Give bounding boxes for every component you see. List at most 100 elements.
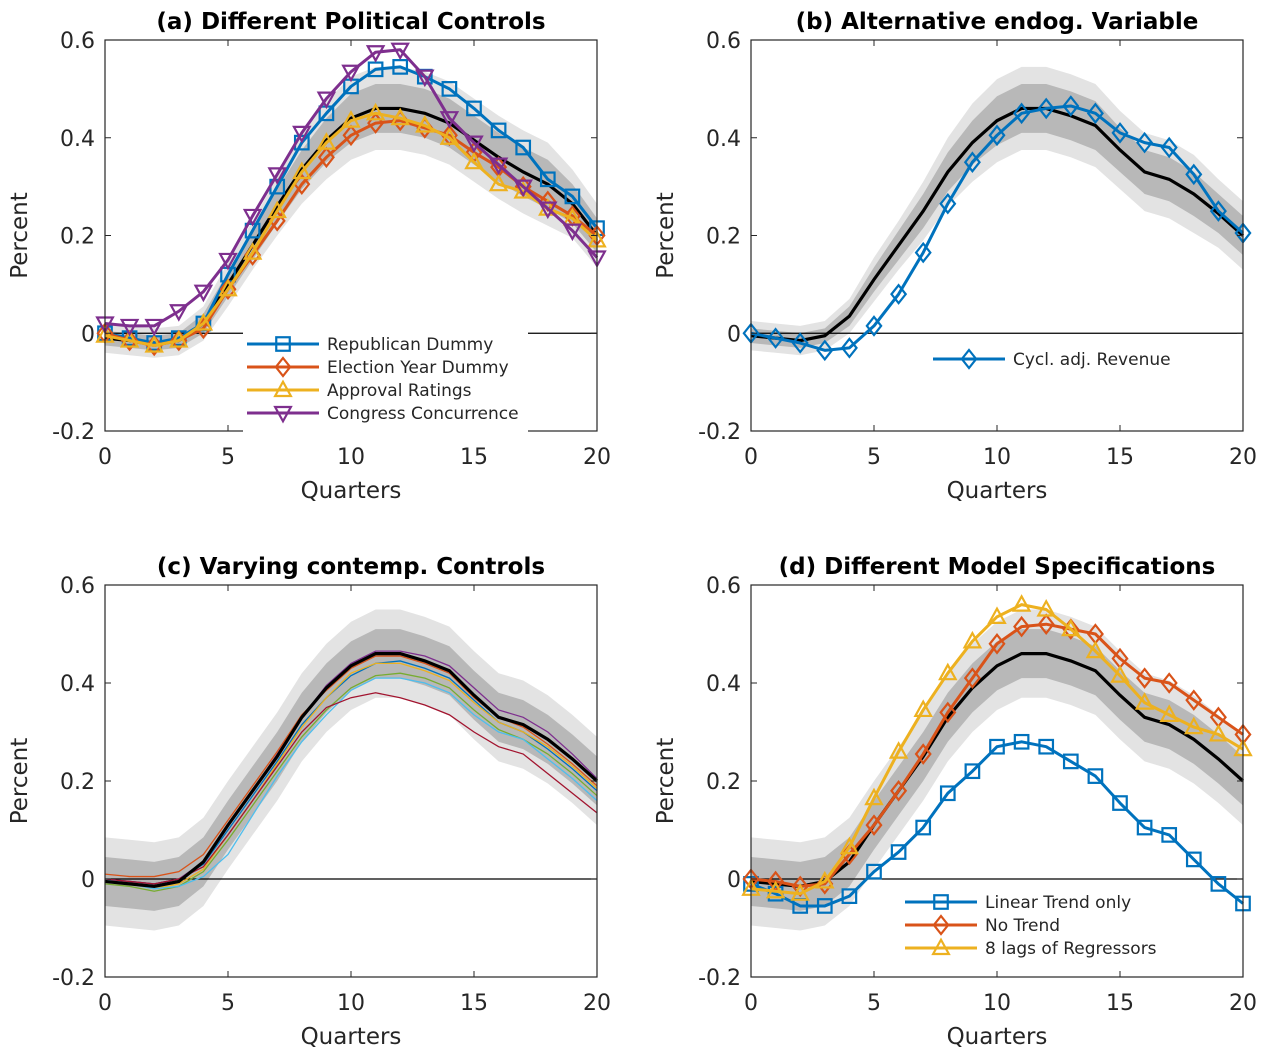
cycl-adj-revenue-marker xyxy=(865,315,883,337)
x-tick-label: 15 xyxy=(460,445,488,470)
8-lags-of-regressors-marker xyxy=(1011,594,1032,612)
8-lags-of-regressors-marker xyxy=(1036,598,1056,617)
8-lags-of-regressors-marker xyxy=(962,630,983,649)
linear-trend-only-marker xyxy=(1136,819,1153,836)
frame-layer xyxy=(750,39,1244,432)
labels-layer: 0 5 10 15 20-0.200.20.40.6QuartersPercent(c)… xyxy=(7,554,611,1050)
no-trend-marker xyxy=(865,814,883,836)
chart-panel-2: 0 5 10 15 20-0.200.20.40.6QuartersPercent(b)… xyxy=(653,9,1257,504)
linear-trend-only-marker xyxy=(1038,738,1055,755)
linear-trend-only-marker xyxy=(989,738,1005,755)
linear-trend-only-marker xyxy=(1210,876,1227,892)
election-year-dummy-marker xyxy=(145,334,163,357)
cycl-adj-revenue-marker xyxy=(767,327,785,349)
no-trend-line xyxy=(750,622,1244,888)
cycl-adj-revenue-marker xyxy=(840,337,858,359)
labels-layer: 0 5 10 15 20-0.200.20.40.6QuartersPercent(a)… xyxy=(7,9,611,504)
congress-concurrence-marker xyxy=(439,111,460,129)
legend-label: Congress Concurrence xyxy=(327,404,519,424)
legend-label: Approval Ratings xyxy=(327,381,472,401)
approval-ratings-marker xyxy=(218,278,238,297)
legend-cycl-adj-revenue-marker xyxy=(960,348,978,370)
no-trend-marker xyxy=(1185,689,1203,711)
approval-ratings-marker xyxy=(119,330,140,348)
cycl-adj-revenue-marker xyxy=(988,124,1006,147)
x-tick-label: 0 xyxy=(98,991,112,1016)
congress-concurrence-marker xyxy=(513,179,533,198)
legend-election-year-dummy-marker xyxy=(274,356,292,378)
approval-ratings-marker xyxy=(341,110,361,128)
congress-concurrence-marker xyxy=(119,318,140,337)
y-tick-label: 0.6 xyxy=(60,29,95,54)
frame-layer xyxy=(750,584,1244,978)
cycl-adj-revenue-marker xyxy=(939,192,957,215)
linear-trend-only-marker xyxy=(1161,827,1178,843)
baseline-line xyxy=(104,651,599,888)
x-tick-label: 20 xyxy=(583,991,611,1016)
republican-dummy-marker xyxy=(441,81,458,97)
election-year-dummy-marker xyxy=(219,278,237,301)
cycl-adj-revenue-marker xyxy=(1185,163,1203,186)
y-axis-label: Percent xyxy=(7,738,33,825)
x-tick-label: 0 xyxy=(744,991,758,1016)
congress-concurrence-marker xyxy=(292,125,312,144)
linear-trend-only-marker xyxy=(964,763,981,780)
y-tick-label: 0.6 xyxy=(60,574,95,599)
lines-layer xyxy=(742,95,1252,362)
no-trend-marker xyxy=(1013,615,1031,638)
x-tick-label: 5 xyxy=(867,445,881,470)
8-lags-of-regressors-marker xyxy=(987,606,1007,624)
panel-title: (a) Different Political Controls xyxy=(156,9,545,35)
cycl-adj-revenue-marker xyxy=(1062,95,1080,117)
legend-layer: Linear Trend only No Trend 8 lags of Regre… xyxy=(901,890,1173,967)
panel-title: (c) Varying contemp. Controls xyxy=(157,554,545,580)
cycl-adj-revenue-marker xyxy=(1160,136,1178,159)
x-tick-label: 20 xyxy=(583,445,611,470)
congress-concurrence-marker xyxy=(488,157,509,176)
8-lags-of-regressors-marker xyxy=(765,880,786,899)
approval-ratings-marker xyxy=(390,107,410,126)
8-lags-of-regressors-marker xyxy=(1159,704,1179,722)
cycl-adj-revenue-marker xyxy=(1136,131,1154,154)
legend-layer: Cycl. adj. Revenue xyxy=(929,347,1189,378)
panel-title: (d) Different Model Specifications xyxy=(779,554,1216,580)
y-tick-label: 0.6 xyxy=(706,29,741,54)
8-lags-of-regressors-marker xyxy=(1134,692,1155,710)
panel-title: (b) Alternative endog. Variable xyxy=(796,9,1199,35)
x-tick-label: 5 xyxy=(867,991,881,1016)
x-axis-label: Quarters xyxy=(301,478,402,504)
y-tick-label: 0.6 xyxy=(706,574,741,599)
y-tick-label: 0.4 xyxy=(60,672,95,697)
approval-ratings-marker xyxy=(316,132,337,150)
8-lags-of-regressors-marker xyxy=(1208,723,1229,742)
congress-concurrence-marker xyxy=(538,201,558,220)
approval-ratings-marker xyxy=(365,102,386,121)
x-tick-label: 10 xyxy=(337,445,365,470)
y-tick-label: 0 xyxy=(727,322,741,347)
chart-panel-3: 0 5 10 15 20-0.200.20.40.6QuartersPercent(c)… xyxy=(7,554,611,1050)
cycl-adj-revenue-marker xyxy=(1086,102,1104,125)
approval-ratings-marker xyxy=(169,330,189,348)
linear-trend-only-marker xyxy=(939,785,956,802)
congress-concurrence-marker xyxy=(562,223,583,242)
legend-label: 8 lags of Regressors xyxy=(985,939,1157,959)
x-tick-label: 10 xyxy=(983,445,1011,470)
legend-label: No Trend xyxy=(985,916,1060,936)
cycl-adj-revenue-marker xyxy=(963,151,981,173)
y-tick-label: -0.2 xyxy=(52,966,95,991)
approval-ratings-marker xyxy=(267,200,287,219)
series-line-3 xyxy=(104,662,598,890)
8-lags-of-regressors-marker xyxy=(913,699,933,718)
republican-dummy-marker xyxy=(466,100,482,117)
y-tick-label: 0.2 xyxy=(706,225,741,250)
y-tick-label: 0 xyxy=(81,322,95,347)
congress-concurrence-marker xyxy=(415,69,435,88)
linear-trend-only-marker xyxy=(1013,733,1030,750)
y-tick-label: 0 xyxy=(81,868,95,893)
series-line-5 xyxy=(104,672,598,892)
labels-layer: 0 5 10 15 20-0.200.20.40.6QuartersPercent(d)… xyxy=(653,554,1257,1050)
approval-ratings-marker xyxy=(242,242,263,260)
congress-concurrence-marker xyxy=(390,42,410,61)
no-trend-marker xyxy=(890,780,908,802)
legend-no-trend-marker xyxy=(932,914,950,936)
